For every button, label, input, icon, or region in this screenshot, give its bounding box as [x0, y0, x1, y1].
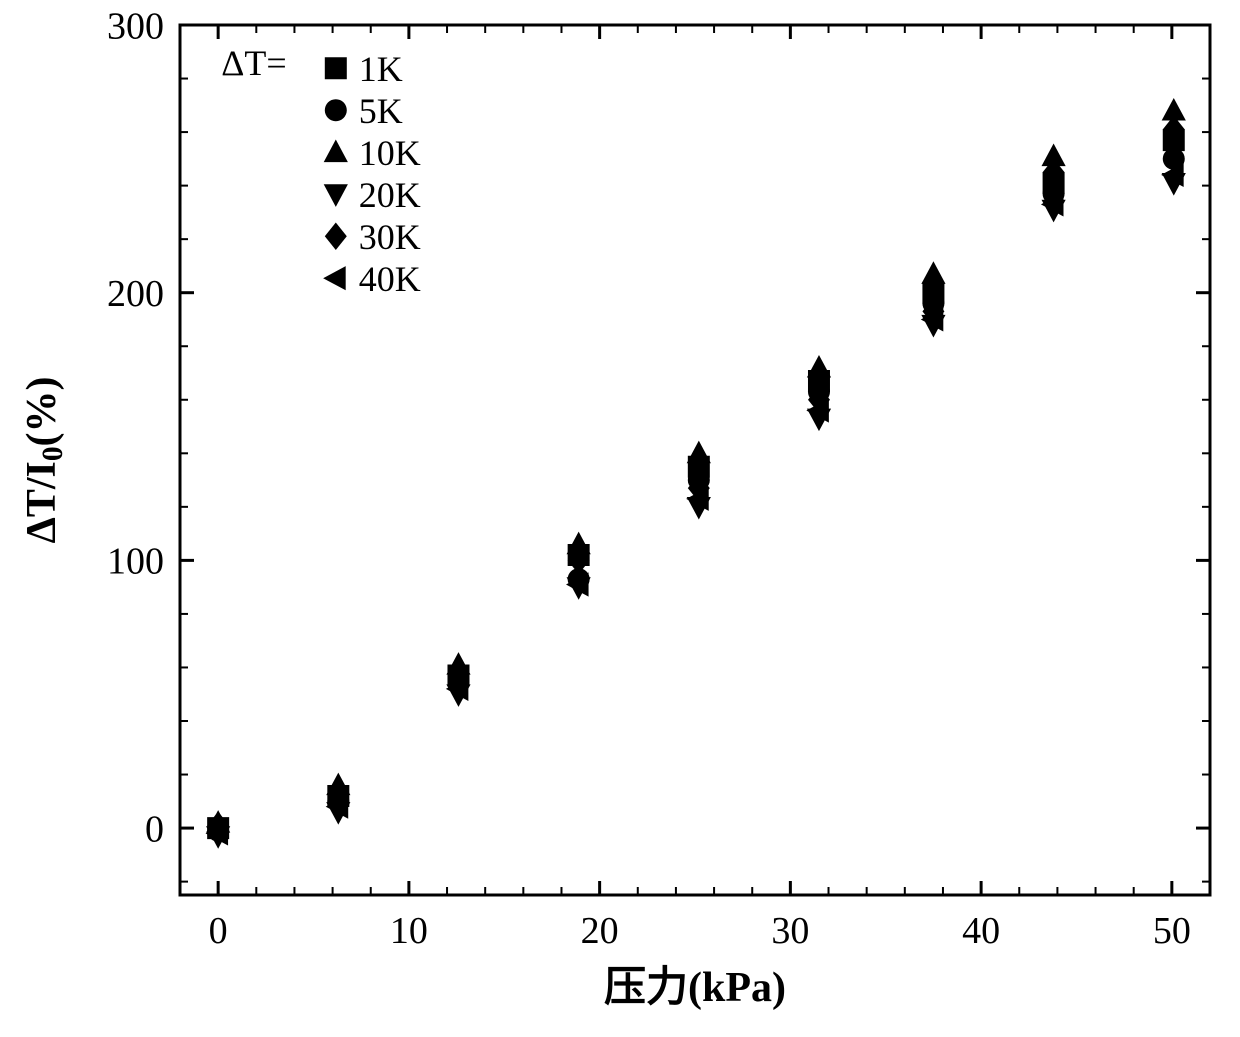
x-tick-label: 40 — [962, 910, 1000, 952]
legend-item-label: 1K — [359, 49, 403, 89]
x-tick-label: 50 — [1153, 910, 1191, 952]
legend-item-label: 20K — [359, 175, 421, 215]
x-axis-label: 压力(kPa) — [604, 964, 786, 1011]
x-tick-label: 30 — [771, 910, 809, 952]
y-tick-label: 300 — [107, 5, 164, 47]
chart-svg: 0 10 20 30 40 50 0 100 200 300 压力(kPa) ΔT/I0(%) ΔT= 1… — [0, 0, 1240, 1037]
data-points — [205, 98, 1185, 849]
scatter-chart: 0 10 20 30 40 50 0 100 200 300 压力(kPa) ΔT/I0(%) ΔT= 1… — [0, 0, 1240, 1037]
series-20K — [206, 173, 1186, 849]
legend-item-label: 10K — [359, 133, 421, 173]
y-axis-label: ΔT/I0(%) — [19, 376, 69, 543]
x-tick-label: 0 — [209, 910, 228, 952]
y-tick-label: 200 — [107, 273, 164, 315]
x-tick-label: 10 — [390, 910, 428, 952]
y-tick-label: 100 — [107, 541, 164, 583]
legend-title: ΔT= — [221, 43, 286, 83]
legend-item-label: 30K — [359, 217, 421, 257]
x-tick-label: 20 — [581, 910, 619, 952]
legend-item-label: 40K — [359, 259, 421, 299]
legend-item-label: 5K — [359, 91, 403, 131]
y-tick-label: 0 — [145, 808, 164, 850]
legend: ΔT= 1K5K10K20K30K40K — [221, 43, 421, 299]
